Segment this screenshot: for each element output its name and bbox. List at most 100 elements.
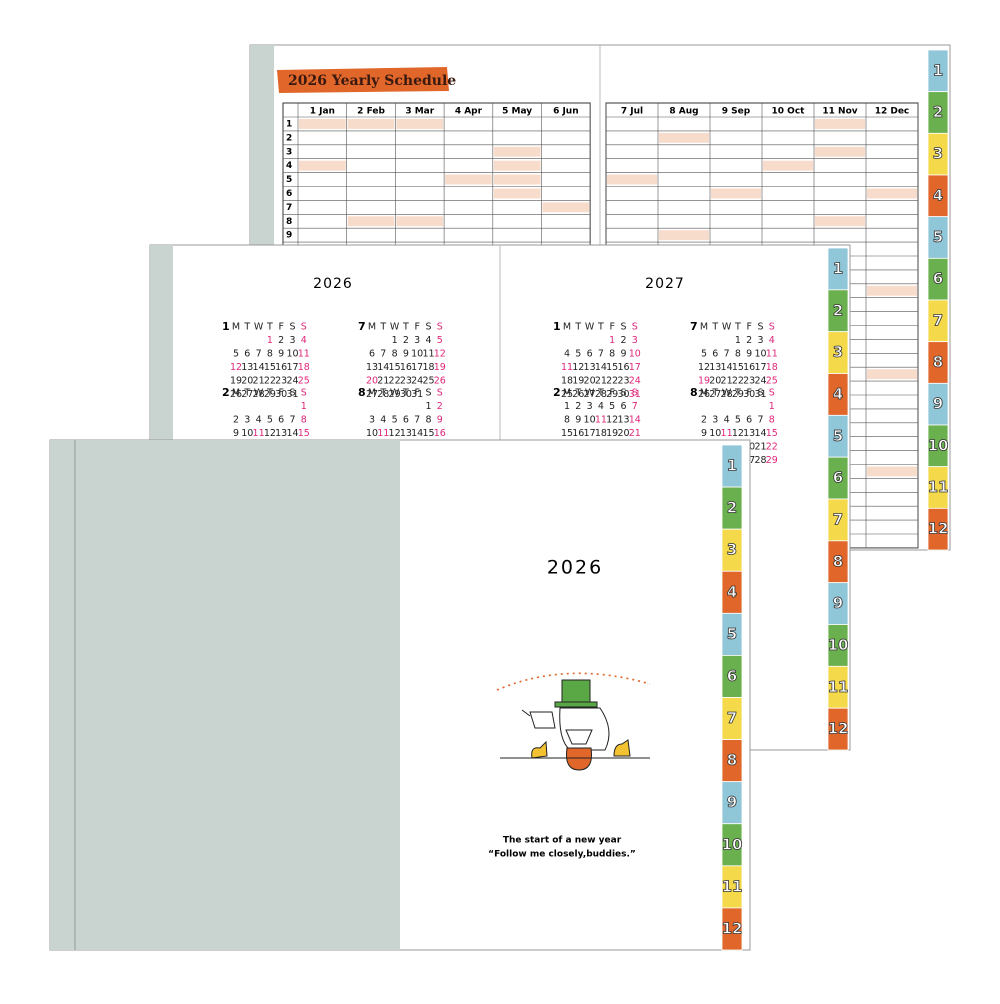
day: 2 (620, 335, 626, 346)
weekday: S (757, 388, 763, 399)
day: 4 (564, 349, 570, 360)
highlight (493, 160, 541, 171)
day: 10 (754, 349, 766, 360)
day: 7 (289, 415, 295, 426)
day: 31 (629, 389, 641, 400)
month-tab-label: 8 (727, 751, 737, 769)
day: 16 (275, 362, 287, 373)
day: 5 (735, 415, 741, 426)
day: 10 (241, 428, 253, 439)
weekday: F (746, 322, 751, 333)
weekday: S (437, 322, 443, 333)
day: 7 (256, 349, 262, 360)
day: 27 (709, 389, 721, 400)
month-tab-label: 2 (833, 301, 843, 319)
day: 28 (754, 455, 766, 466)
day: 1 (564, 401, 570, 412)
weekday: T (243, 388, 250, 399)
month-tab-label: 7 (727, 709, 737, 727)
month-tab (927, 507, 949, 551)
day: 16 (434, 428, 446, 439)
highlight (396, 216, 444, 227)
day: 23 (743, 376, 755, 387)
row-label: 2 (286, 133, 292, 143)
weekday: T (266, 388, 273, 399)
day: 7 (598, 349, 604, 360)
day: 6 (746, 415, 752, 426)
day: 16 (572, 428, 584, 439)
day: 24 (754, 376, 766, 387)
day: 22 (606, 376, 618, 387)
day: 23 (275, 376, 287, 387)
day: 4 (598, 401, 604, 412)
day: 6 (620, 401, 626, 412)
day: 3 (587, 401, 593, 412)
month-header: 9 Sep (722, 107, 751, 117)
highlight (815, 119, 865, 129)
month-tab-label: 1 (833, 259, 843, 277)
day: 13 (275, 428, 287, 439)
highlight (493, 188, 541, 199)
weekday: S (632, 388, 638, 399)
weekday: T (711, 388, 718, 399)
day: 10 (366, 428, 378, 439)
day: 12 (389, 428, 401, 439)
weekday: F (278, 388, 283, 399)
weekday: W (722, 388, 732, 399)
day: 1 (425, 401, 431, 412)
day: 19 (698, 376, 710, 387)
day: 11 (595, 415, 607, 426)
month-tab-label: 5 (933, 228, 943, 246)
day: 19 (434, 362, 446, 373)
weekday: S (301, 322, 307, 333)
month-header: 4 Apr (455, 107, 483, 117)
row-label: 6 (286, 189, 292, 199)
month-tab-label: 2 (933, 103, 943, 121)
row-label: 1 (286, 119, 292, 129)
day: 30 (743, 389, 755, 400)
day: 14 (754, 428, 766, 439)
day: 30 (400, 389, 412, 400)
day: 2 (278, 335, 284, 346)
weekday: F (278, 322, 283, 333)
day: 25 (766, 376, 778, 387)
day: 4 (769, 335, 775, 346)
day: 2 (403, 335, 409, 346)
month-header: 8 Aug (669, 107, 698, 117)
highlight (445, 174, 492, 185)
month-tab-label: 7 (933, 311, 943, 329)
weekday: W (585, 388, 595, 399)
weekday: M (700, 322, 708, 333)
day: 15 (389, 362, 401, 373)
day: 6 (278, 415, 284, 426)
day: 29 (766, 455, 778, 466)
day: 11 (422, 349, 434, 360)
month-tab-label: 3 (933, 145, 943, 163)
weekday: M (368, 322, 376, 333)
day: 2 (575, 401, 581, 412)
highlight (299, 119, 346, 129)
day: 3 (712, 415, 718, 426)
day: 28 (721, 389, 733, 400)
weekday: M (368, 388, 376, 399)
day: 4 (301, 335, 307, 346)
day: 19 (572, 376, 584, 387)
day: 31 (411, 389, 423, 400)
day: 16 (743, 362, 755, 373)
day: 8 (392, 349, 398, 360)
schedule-title: 2026 Yearly Schedule (288, 73, 456, 89)
day: 14 (411, 428, 423, 439)
month-tab-label: 5 (833, 427, 843, 445)
weekday: S (620, 388, 626, 399)
row-label: 3 (286, 147, 292, 157)
day: 10 (709, 428, 721, 439)
day: 21 (595, 376, 607, 387)
month-label: 1 (553, 320, 561, 333)
day: 8 (735, 349, 741, 360)
day: 18 (422, 362, 434, 373)
highlight (659, 132, 709, 143)
day: 6 (712, 349, 718, 360)
day: 15 (732, 362, 744, 373)
day: 5 (575, 349, 581, 360)
day: 3 (244, 415, 250, 426)
